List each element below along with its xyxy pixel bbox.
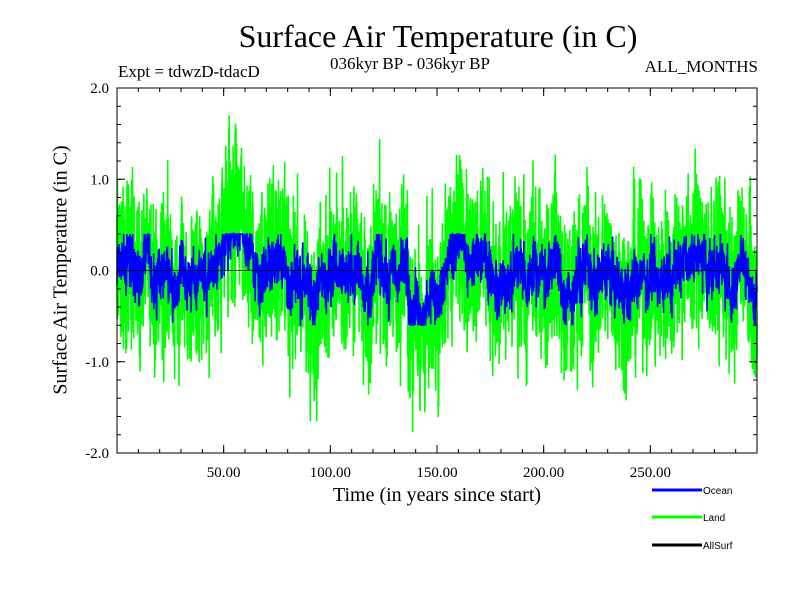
legend-label-land: Land (703, 513, 725, 524)
x-tick-label: 50.00 (207, 465, 241, 481)
y-tick-label: 2.0 (90, 81, 109, 97)
period-label: 036kyr BP - 036kyr BP (330, 54, 490, 73)
x-tick-label: 150.00 (416, 465, 457, 481)
y-tick-label: 1.0 (90, 172, 109, 188)
legend-label-allsurf: AllSurf (703, 541, 733, 552)
x-tick-label: 100.00 (310, 465, 351, 481)
y-tick-label: 0.0 (90, 264, 109, 280)
months-label: ALL_MONTHS (644, 57, 758, 76)
x-tick-label: 200.00 (523, 465, 564, 481)
y-tick-label: -1.0 (85, 355, 109, 371)
series-line-ocean (116, 231, 758, 327)
y-tick-label: -2.0 (85, 446, 109, 462)
legend-label-ocean: Ocean (703, 486, 732, 497)
experiment-label: Expt = tdwzD-tdacD (118, 62, 260, 81)
x-tick-label: 250.00 (630, 465, 671, 481)
x-axis-label: Time (in years since start) (332, 484, 542, 506)
chart-title: Surface Air Temperature (in C) (238, 18, 638, 54)
